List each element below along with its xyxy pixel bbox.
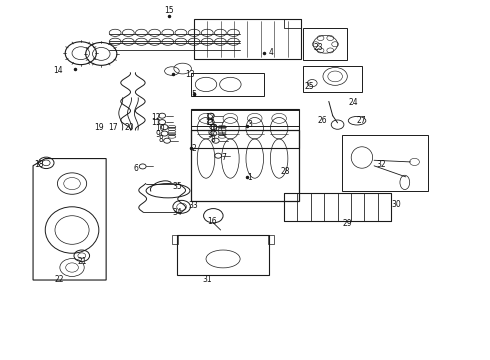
Text: 10: 10 [208, 124, 218, 133]
Bar [172, 235, 178, 244]
Text: 8: 8 [211, 135, 216, 144]
Text: 10: 10 [155, 124, 165, 133]
Bar [284, 193, 391, 221]
Text: 9: 9 [208, 130, 213, 139]
Text: 5: 5 [192, 90, 196, 99]
Text: 19: 19 [94, 123, 104, 132]
Text: 35: 35 [173, 182, 183, 191]
Text: 11: 11 [205, 118, 215, 127]
Bar [192, 73, 265, 96]
Bar [194, 19, 301, 59]
Bar [365, 193, 378, 221]
Bar [284, 193, 297, 221]
Bar [177, 235, 270, 275]
Text: 1: 1 [247, 174, 252, 183]
Text: 20: 20 [124, 123, 134, 132]
Bar [343, 135, 428, 191]
Bar [338, 193, 351, 221]
Bar [303, 66, 362, 93]
Bar [351, 193, 365, 221]
Text: 23: 23 [313, 42, 323, 51]
Text: 11: 11 [151, 118, 161, 127]
Text: 18: 18 [34, 161, 44, 170]
Text: 7: 7 [221, 153, 226, 162]
Text: 15: 15 [165, 6, 174, 15]
Bar [269, 235, 274, 244]
Text: 28: 28 [281, 167, 290, 176]
Text: 8: 8 [158, 135, 163, 144]
Text: 21: 21 [77, 257, 87, 266]
Text: 6: 6 [134, 164, 139, 173]
Bar [297, 193, 311, 221]
Text: 22: 22 [54, 275, 64, 284]
Text: 29: 29 [343, 219, 352, 228]
Bar [303, 28, 347, 60]
Text: 34: 34 [172, 208, 182, 217]
Text: 16: 16 [207, 217, 217, 226]
Text: 12: 12 [151, 113, 161, 122]
Text: 33: 33 [189, 201, 198, 210]
Text: 32: 32 [377, 161, 386, 170]
Bar [378, 193, 391, 221]
Bar [192, 130, 298, 202]
Text: 17: 17 [109, 123, 118, 132]
Bar [324, 193, 338, 221]
Bar [284, 19, 301, 28]
Bar [192, 111, 298, 126]
Text: 13: 13 [186, 70, 195, 79]
Text: 27: 27 [356, 116, 366, 125]
Text: 2: 2 [192, 144, 196, 153]
Text: 31: 31 [203, 275, 212, 284]
Text: 26: 26 [317, 116, 327, 125]
Text: 24: 24 [348, 98, 358, 107]
Text: 12: 12 [205, 113, 215, 122]
Text: 3: 3 [247, 121, 252, 130]
Text: 4: 4 [269, 48, 273, 57]
Bar [192, 109, 298, 148]
Text: 14: 14 [53, 66, 63, 75]
Text: 25: 25 [305, 82, 315, 91]
Bar [311, 193, 324, 221]
Text: 30: 30 [391, 200, 401, 209]
Text: 9: 9 [155, 130, 160, 139]
